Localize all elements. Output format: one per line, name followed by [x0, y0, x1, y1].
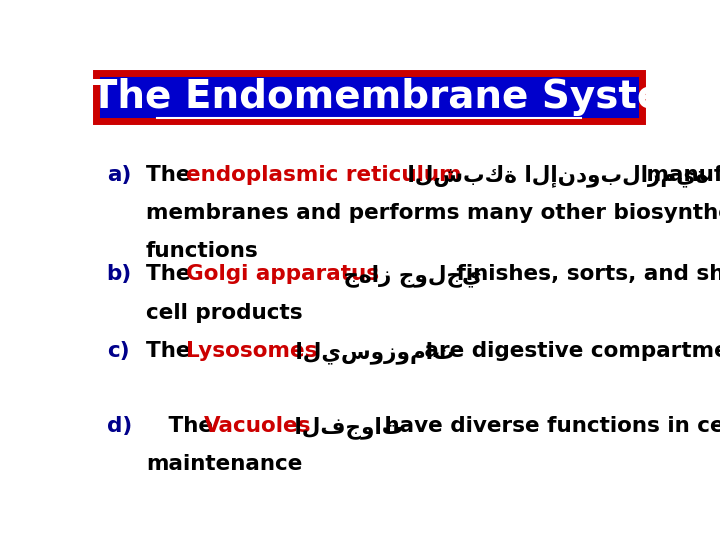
Text: الفجوات: الفجوات: [287, 416, 403, 439]
Text: cell products: cell products: [145, 302, 302, 322]
Text: a): a): [107, 165, 131, 185]
Text: finishes, sorts, and ships: finishes, sorts, and ships: [449, 265, 720, 285]
Text: The: The: [145, 165, 198, 185]
Text: اليسوزومات: اليسوزومات: [288, 341, 454, 364]
Text: The: The: [145, 416, 220, 436]
Text: endoplasmic reticulum: endoplasmic reticulum: [186, 165, 462, 185]
Text: manufacturers: manufacturers: [639, 165, 720, 185]
Text: The: The: [145, 265, 198, 285]
Text: 3- The Endomembrane System: 3- The Endomembrane System: [34, 78, 704, 116]
Text: d): d): [107, 416, 132, 436]
Text: The: The: [145, 341, 198, 361]
Text: functions: functions: [145, 241, 258, 261]
Text: Lysosomes: Lysosomes: [186, 341, 318, 361]
FancyBboxPatch shape: [96, 73, 642, 121]
Text: maintenance: maintenance: [145, 454, 302, 475]
Text: Vacuoles: Vacuoles: [204, 416, 311, 436]
Text: b): b): [107, 265, 132, 285]
Text: Golgi apparatus: Golgi apparatus: [186, 265, 379, 285]
Text: are digestive compartments: are digestive compartments: [417, 341, 720, 361]
Text: الشبكة الإندوبلازمية: الشبكة الإندوبلازمية: [400, 165, 708, 187]
Text: have diverse functions in cell: have diverse functions in cell: [377, 416, 720, 436]
Text: membranes and performs many other biosynthetic: membranes and performs many other biosyn…: [145, 203, 720, 223]
Text: جهاز جولجي: جهاز جولجي: [336, 265, 482, 287]
Text: c): c): [107, 341, 130, 361]
